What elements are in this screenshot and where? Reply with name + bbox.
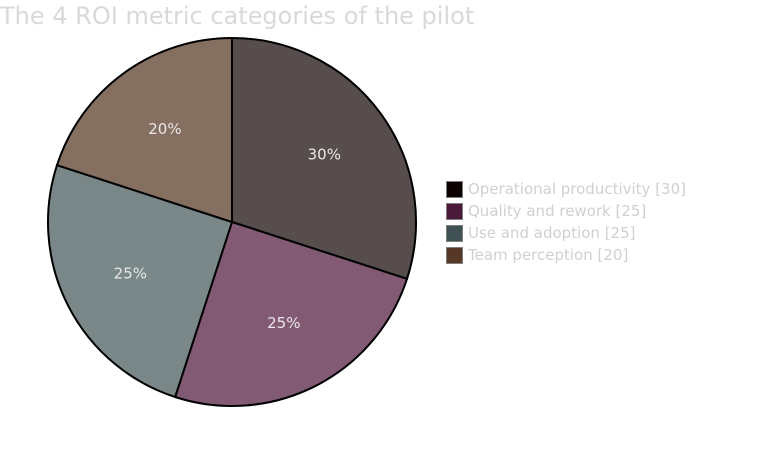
slice-percent-label: 30% — [308, 145, 341, 163]
legend-swatch — [446, 246, 463, 264]
legend-swatch — [446, 202, 463, 220]
pie-slice-quality-and-rework — [173, 220, 409, 407]
legend-label: Use and adoption [25] — [468, 224, 636, 242]
legend-label: Operational productivity [30] — [468, 180, 686, 198]
chart-title: The 4 ROI metric categories of the pilot — [0, 2, 475, 30]
pie-slice-use-and-adoption — [47, 163, 234, 399]
legend: Operational productivity [30] Quality an… — [446, 178, 686, 266]
legend-item-use-and-adoption: Use and adoption [25] — [446, 222, 686, 244]
slice-percent-label: 20% — [148, 120, 181, 138]
legend-label: Quality and rework [25] — [468, 202, 647, 220]
legend-swatch — [446, 180, 463, 198]
legend-label: Team perception [20] — [468, 246, 629, 264]
legend-swatch — [446, 224, 463, 242]
legend-item-quality-and-rework: Quality and rework [25] — [446, 200, 686, 222]
pie-slice-team-perception — [55, 36, 233, 224]
legend-item-operational-productivity: Operational productivity [30] — [446, 178, 686, 200]
slice-percent-label: 25% — [114, 264, 147, 282]
legend-item-team-perception: Team perception [20] — [446, 244, 686, 266]
pie-slice-operational-productivity — [231, 36, 417, 281]
slice-percent-label: 25% — [267, 314, 300, 332]
